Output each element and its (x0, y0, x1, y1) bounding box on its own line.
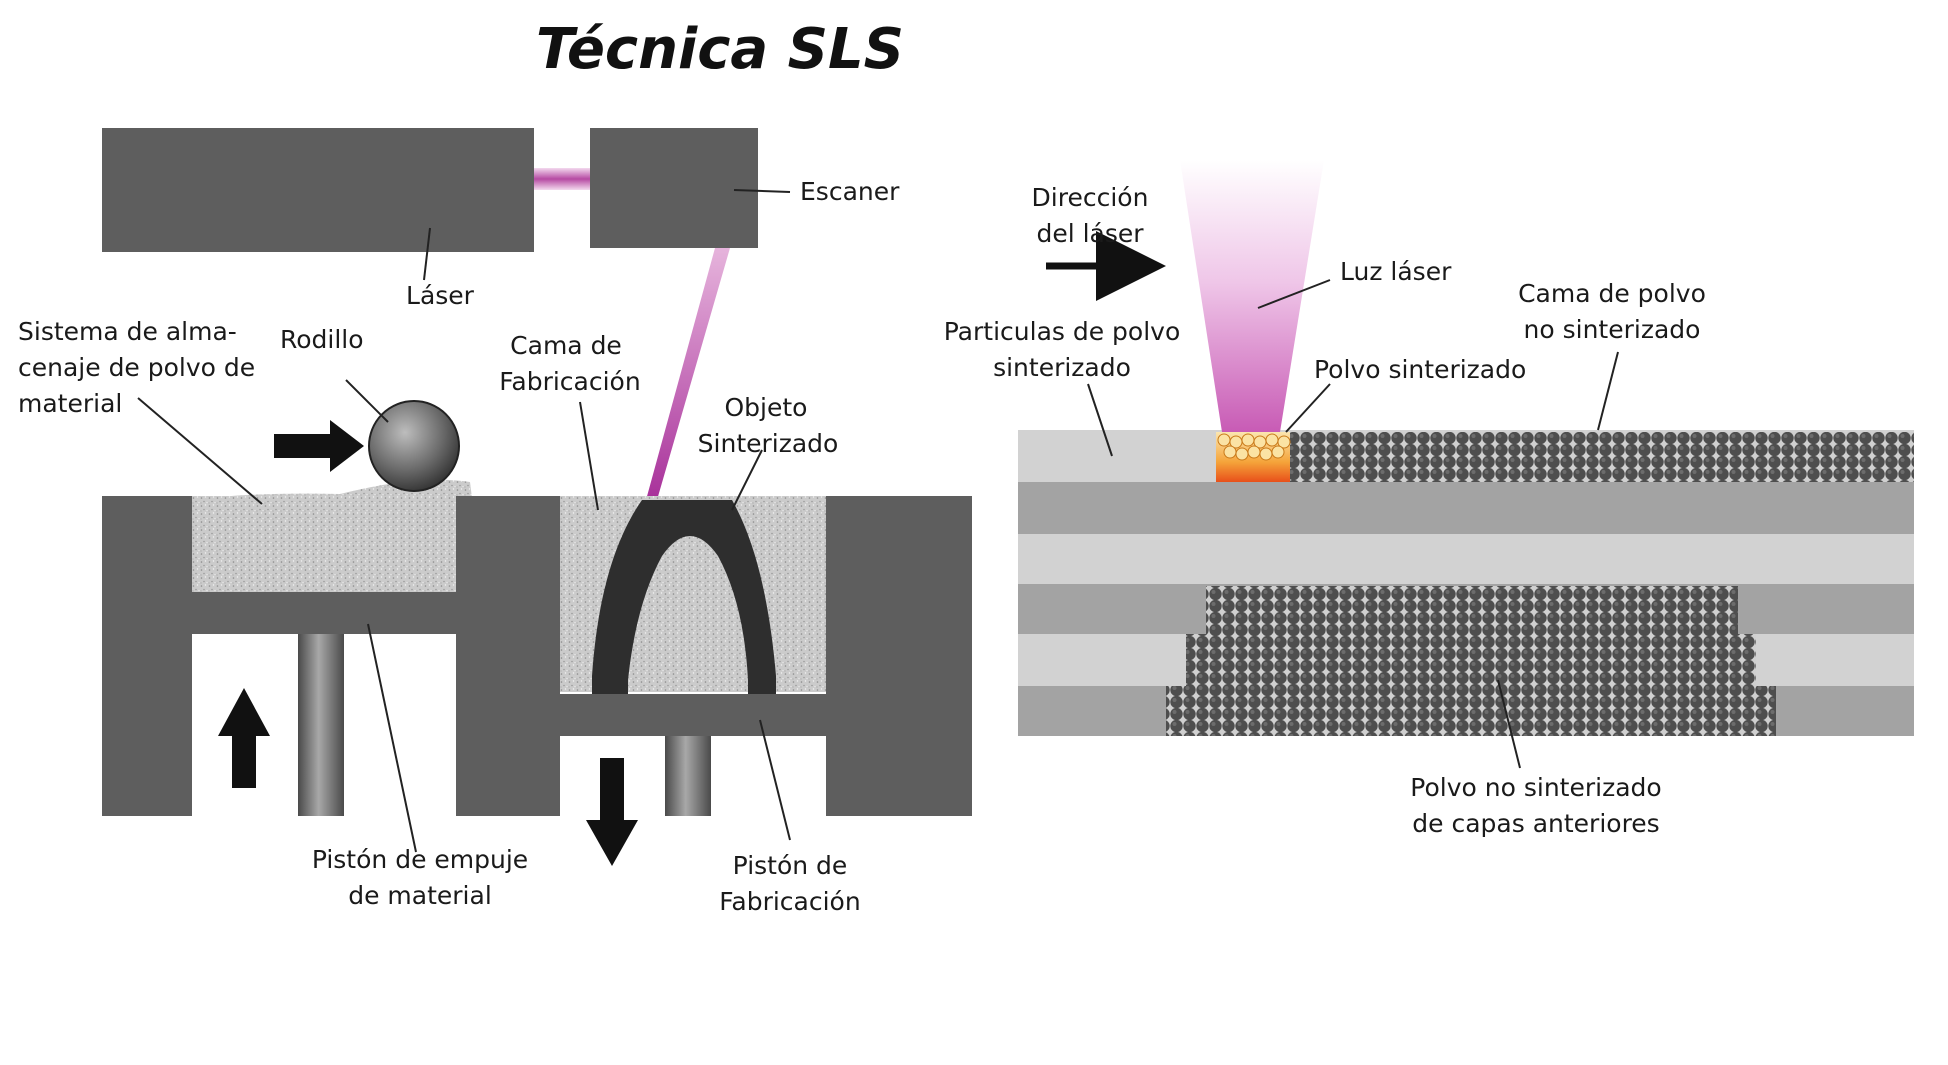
diagram-title: Técnica SLS (536, 17, 904, 82)
leader-push-piston (367, 623, 417, 853)
storage-label-line1: Sistema de alma- (18, 317, 237, 346)
leader-laser (423, 227, 431, 281)
sintered-spot-particles (1217, 433, 1291, 461)
leader-unsintered-bed (1597, 351, 1619, 431)
laser-light-cone (1180, 160, 1324, 432)
previous-layers-powder (1166, 586, 1776, 736)
sintered-particles-label-line1: Particulas de polvo (944, 317, 1181, 346)
laser-beam-horizontal (534, 168, 590, 190)
leader-sintered-particles (1087, 383, 1113, 457)
layer-3 (1018, 534, 1914, 584)
previous-layers-label-line1: Polvo no sinterizado (1410, 773, 1661, 802)
build-bed-label-line2: Fabricación (499, 367, 640, 396)
build-piston-label-line1: Pistón de (733, 851, 848, 880)
build-piston-label-line2: Fabricación (719, 887, 860, 916)
leader-laser-light (1257, 279, 1331, 309)
left-wall (102, 496, 192, 816)
unsintered-bed-label-line1: Cama de polvo (1518, 279, 1706, 308)
leader-sintered-object (731, 449, 763, 511)
laser-direction-label-line2: del láser (1036, 219, 1144, 248)
previous-layers-label-line2: de capas anteriores (1412, 809, 1659, 838)
feed-powder (192, 496, 456, 592)
laser-beam-diagonal (646, 248, 730, 500)
sintered-object (592, 500, 776, 694)
up-arrow-icon (218, 688, 270, 788)
leader-previous-layers (1497, 679, 1521, 769)
roller-push-arrow-icon (274, 420, 364, 472)
laser-light-label: Luz láser (1340, 257, 1452, 286)
build-bed-label-line1: Cama de (510, 331, 622, 360)
leader-roller (345, 379, 389, 423)
laser-direction-label-line1: Dirección (1032, 183, 1149, 212)
push-piston-label-line2: de material (348, 881, 492, 910)
sintered-particles-label-line2: sinterizado (993, 353, 1131, 382)
storage-label-line3: material (18, 389, 122, 418)
laser-unit (102, 128, 534, 252)
top-powder-particles (1290, 432, 1914, 482)
leader-build-bed (579, 401, 599, 511)
build-piston-shaft (665, 736, 711, 816)
middle-wall (456, 496, 560, 816)
scanner-label: Escaner (800, 177, 900, 206)
feed-piston-plate (192, 592, 456, 634)
sintered-object-label-line1: Objeto (725, 393, 808, 422)
layer-2 (1018, 482, 1914, 534)
right-wall (826, 496, 972, 816)
roller-label: Rodillo (280, 325, 364, 354)
sintered-object-label-line2: Sinterizado (698, 429, 839, 458)
laser-label: Láser (406, 281, 475, 310)
leader-sintered-powder (1285, 383, 1331, 433)
down-arrow-icon (586, 758, 638, 866)
feed-piston-shaft (298, 634, 344, 816)
push-piston-label-line1: Pistón de empuje (312, 845, 528, 874)
leader-storage (137, 397, 263, 505)
sintered-powder-label: Polvo sinterizado (1314, 355, 1526, 384)
leader-build-piston (759, 719, 791, 841)
unsintered-bed-label-line2: no sinterizado (1524, 315, 1701, 344)
left-panel: Láser Escaner Sistema de alma- cenaje de… (18, 128, 972, 916)
scanner-unit (590, 128, 758, 248)
leader-scanner (733, 189, 791, 193)
roller (368, 400, 460, 492)
storage-label-line2: cenaje de polvo de (18, 353, 255, 382)
build-piston-plate (560, 694, 826, 736)
right-panel: Dirección del láser Luz láser Cama de po… (944, 160, 1914, 838)
